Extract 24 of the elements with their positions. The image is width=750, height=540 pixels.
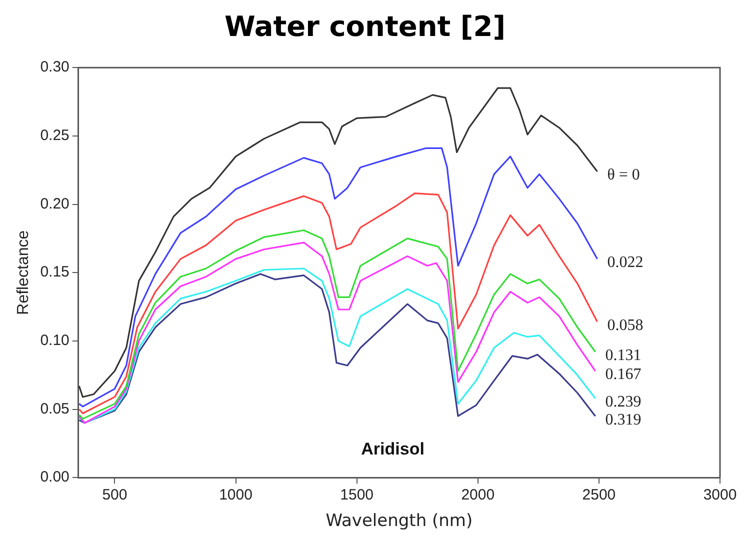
series-label: 0.022 — [607, 254, 644, 272]
x-tick-label: 2000 — [461, 486, 495, 504]
y-tick-label: 0.20 — [40, 195, 70, 212]
series-label: 0.131 — [605, 347, 642, 364]
series-label: 0.058 — [607, 317, 644, 334]
x-tick-label: 1000 — [219, 486, 252, 504]
y-axis-title: Reflectance — [15, 230, 32, 315]
x-tick-label: 500 — [102, 486, 128, 504]
series-label: 0.167 — [605, 366, 642, 384]
y-tick-label: 0.30 — [40, 58, 70, 76]
y-tick-label: 0.15 — [40, 264, 70, 281]
x-tick-label: 2500 — [582, 486, 616, 504]
series-label: θ = 0 — [607, 166, 640, 184]
y-tick-label: 0.00 — [40, 468, 70, 486]
y-tick-label: 0.10 — [40, 332, 70, 350]
x-tick-label: 3000 — [703, 486, 737, 504]
series-label: 0.319 — [605, 411, 642, 428]
chart-title: Water content [2] — [224, 10, 506, 44]
x-tick-label: 1500 — [340, 486, 374, 504]
x-axis-title: Wavelength (nm) — [326, 511, 473, 532]
y-tick-label: 0.25 — [40, 127, 70, 144]
y-tick-label: 0.05 — [40, 400, 70, 418]
annotation: Aridisol — [361, 439, 424, 458]
series-label: 0.239 — [605, 394, 642, 411]
